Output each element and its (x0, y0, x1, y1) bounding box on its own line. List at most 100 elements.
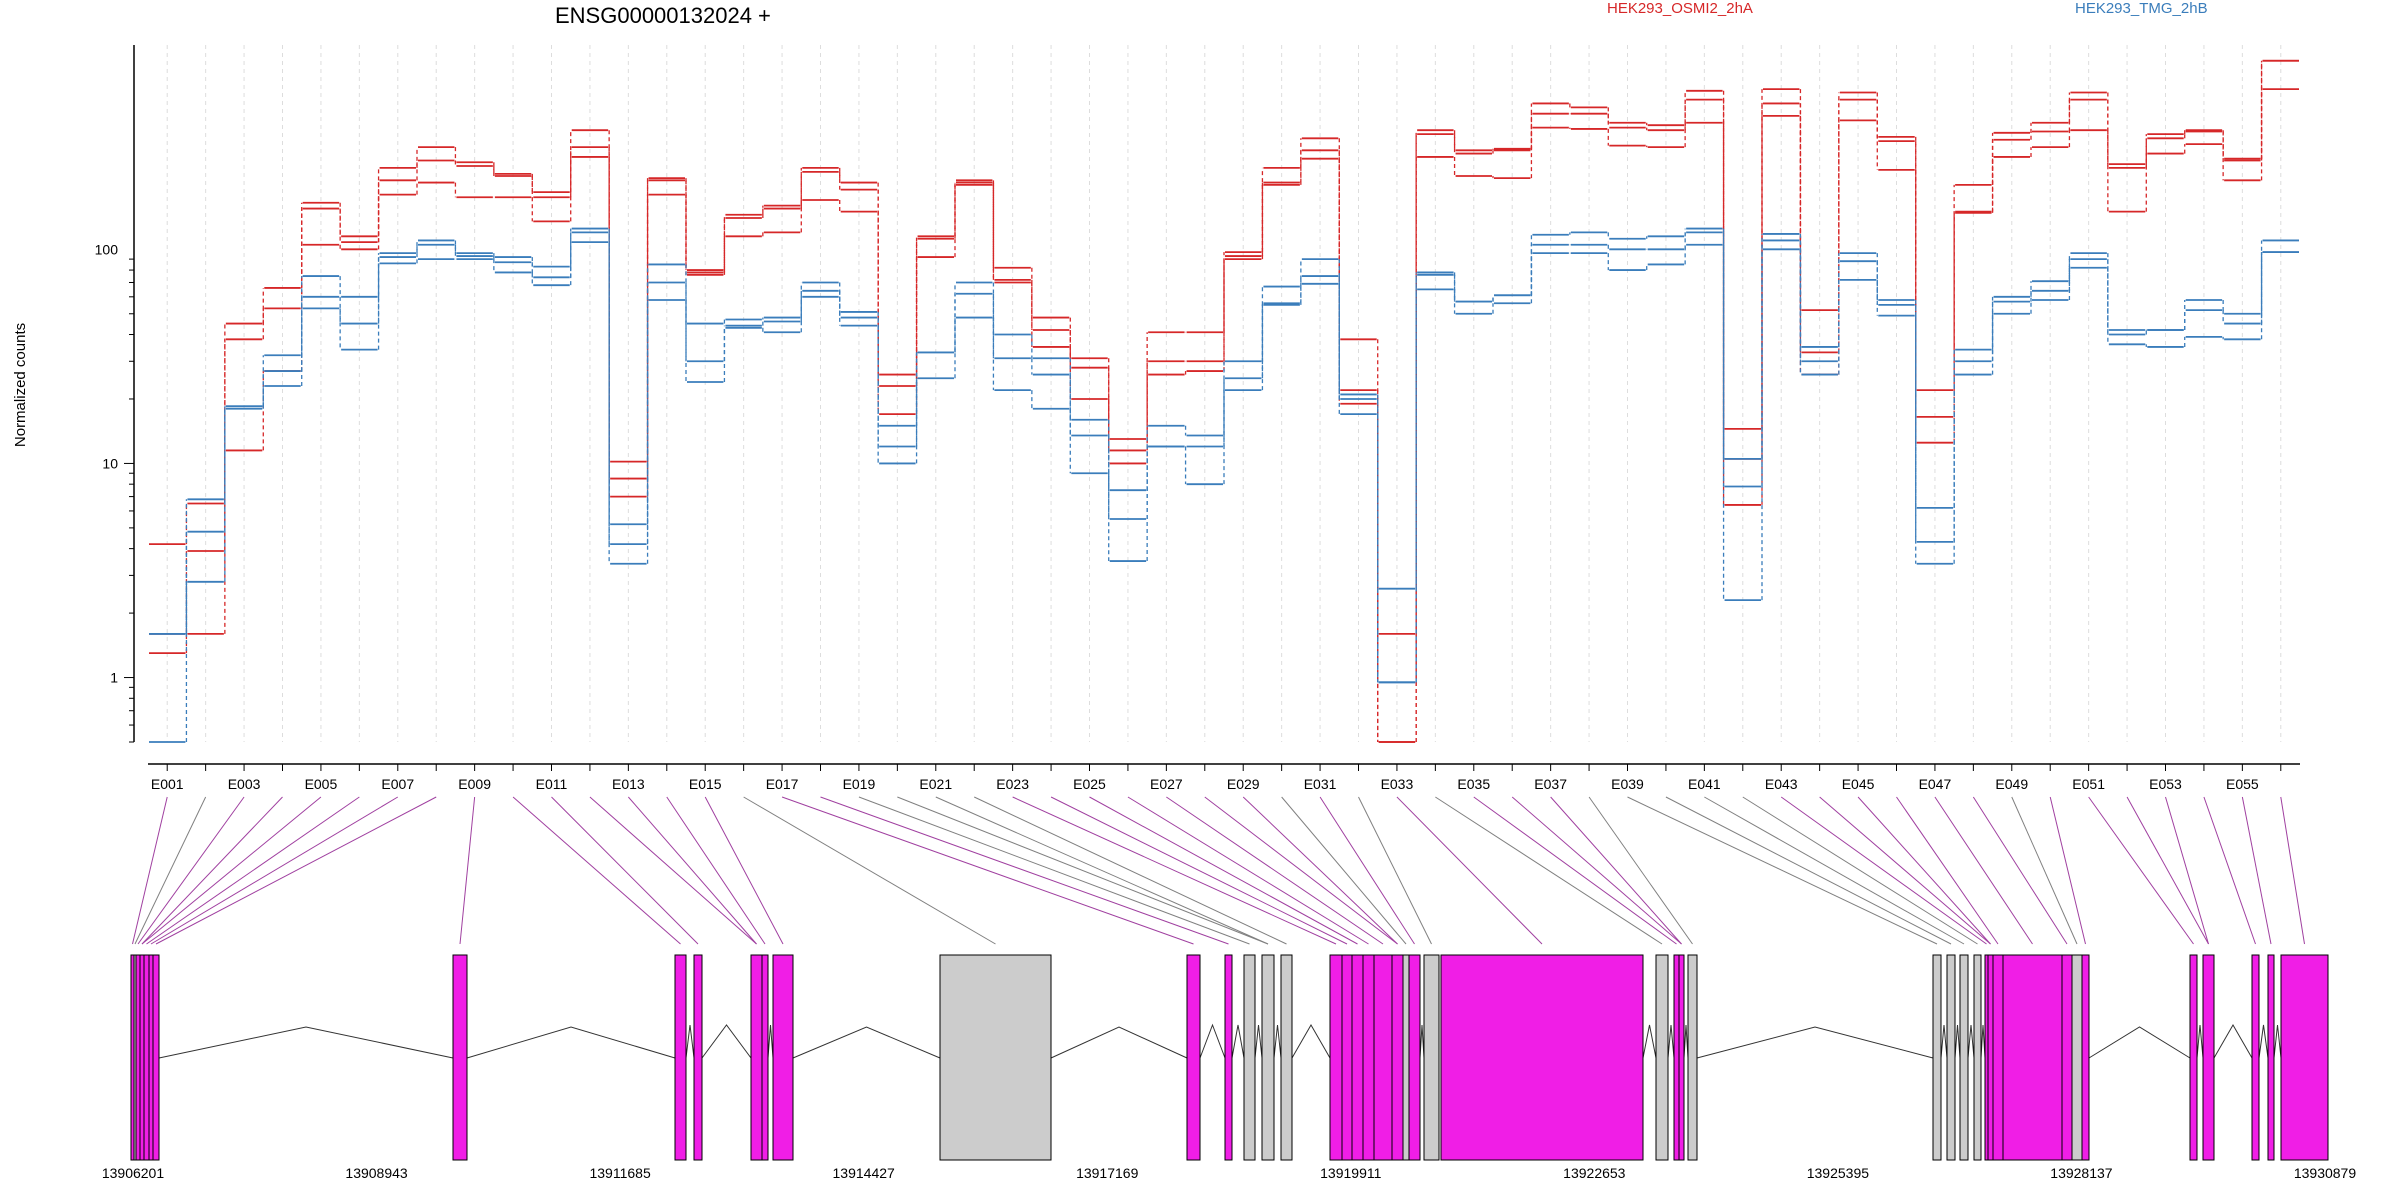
intron-line (685, 1024, 695, 1059)
exon-box-tested (148, 954, 154, 1161)
exon-box-tested (693, 954, 703, 1161)
connector-e034 (1435, 796, 1663, 945)
x-tick-label-e041: E041 (1688, 776, 1721, 792)
exon-box-tested (2061, 954, 2073, 1161)
exon-box-tested (135, 954, 141, 1161)
intron-line (1667, 1024, 1675, 1059)
intron-line (466, 1026, 676, 1059)
connector-e051 (2088, 796, 2194, 945)
exon-box-tested (1329, 954, 1343, 1161)
gene-model: 13906201 13908943 13911685 13914427 13917169… (102, 954, 2357, 1181)
intron-line (701, 1024, 752, 1059)
x-tick-label-e013: E013 (612, 776, 645, 792)
exon-box-tested (139, 954, 145, 1161)
genomic-coordinate-label: 13922653 (1563, 1165, 1626, 1181)
intron-line (1291, 1023, 1331, 1059)
genomic-coordinate-label: 13930879 (2294, 1165, 2357, 1181)
intron-line (158, 1026, 454, 1059)
exon-box-tested (2202, 954, 2215, 1161)
exon-box-tested (2267, 954, 2275, 1161)
intron-line (1199, 1023, 1226, 1059)
x-tick-label-e023: E023 (996, 776, 1029, 792)
intron-line (2088, 1026, 2191, 1059)
exon-box-untested (1243, 954, 1256, 1161)
connector-e020 (897, 796, 1269, 945)
legend-entry-osmi2: HEK293_OSMI2_2hA (1607, 0, 1753, 17)
exon-box-untested (1655, 954, 1669, 1161)
connector-e007 (150, 796, 399, 945)
exon-box-untested (2071, 954, 2083, 1161)
exon-box-tested (1673, 954, 1680, 1161)
connector-e012 (589, 796, 757, 945)
exon-box-tested (143, 954, 150, 1161)
connector-e036 (1511, 796, 1682, 945)
connector-e041 (1704, 796, 1965, 945)
x-tick-label-e047: E047 (1919, 776, 1952, 792)
exon-box-untested (939, 954, 1052, 1161)
exon-box-tested (1992, 954, 2004, 1161)
exon-box-tested (1440, 954, 1644, 1161)
connector-e001 (132, 796, 168, 945)
exon-box-tested (750, 954, 763, 1161)
y-tick-label: 100 (95, 241, 119, 257)
exon-box-untested (1973, 954, 1982, 1161)
connector-e013 (627, 796, 757, 945)
connector-e009 (459, 796, 476, 945)
exon-box-tested (1224, 954, 1233, 1161)
exon-box-untested (1959, 954, 1969, 1161)
x-tick-label-e035: E035 (1457, 776, 1490, 792)
y-tick-label: 1 (110, 670, 118, 686)
x-tick-label-e009: E009 (458, 776, 491, 792)
x-tick-label-e015: E015 (689, 776, 722, 792)
intron-line (2273, 1024, 2282, 1059)
series-6 (149, 241, 2299, 743)
x-tick-label-e019: E019 (843, 776, 876, 792)
intron-line (792, 1026, 941, 1059)
axes: 1 10 100 E001 E003 E005 E007 E009 E011 E013 E015 E0… (95, 45, 2300, 792)
connector-e037 (1550, 796, 1682, 945)
x-tick-label-e043: E043 (1765, 776, 1798, 792)
exon-box-tested (1678, 954, 1685, 1161)
exon-box-tested (1987, 954, 1994, 1161)
connector-e019 (858, 796, 1250, 945)
x-tick-label-e001: E001 (151, 776, 184, 792)
connector-e048 (1972, 796, 2068, 945)
connector-e029 (1242, 796, 1398, 945)
x-tick-label-e055: E055 (2226, 776, 2259, 792)
intron-line (2213, 1023, 2253, 1059)
exon-box-untested (1946, 954, 1956, 1161)
chart-title: ENSG00000132024 + (555, 3, 771, 28)
x-tick-label-e003: E003 (228, 776, 261, 792)
connector-e033 (1396, 796, 1543, 945)
connector-e016 (743, 796, 996, 945)
intron-line (2196, 1024, 2204, 1059)
connector-e005 (141, 796, 322, 945)
connector-e047 (1934, 796, 2033, 945)
x-tick-label-e007: E007 (381, 776, 414, 792)
genomic-coordinate-label: 13917169 (1076, 1165, 1139, 1181)
exon-box-untested (1932, 954, 1942, 1161)
connector-e044 (1819, 796, 1991, 945)
intron-line (1273, 1024, 1282, 1059)
connector-e053 (2165, 796, 2209, 945)
intron-line (1419, 1024, 1425, 1059)
genomic-coordinate-label: 13911685 (589, 1165, 650, 1181)
x-tick-label-e005: E005 (305, 776, 338, 792)
intron-line (1050, 1026, 1188, 1059)
connector-e050 (2049, 796, 2086, 945)
connector-e022 (974, 796, 1287, 945)
exon-box-tested (2280, 954, 2329, 1161)
exon-box-tested (1408, 954, 1421, 1161)
connector-e052 (2126, 796, 2209, 945)
exon-box-tested (1186, 954, 1201, 1161)
exon-box-untested (1423, 954, 1440, 1161)
connector-e027 (1166, 796, 1384, 945)
genomic-coordinate-label: 13906201 (102, 1165, 165, 1181)
genomic-coordinate-label: 13908943 (345, 1165, 408, 1181)
connector-e038 (1588, 796, 1693, 945)
connector-e039 (1627, 796, 1938, 945)
intron-line (1642, 1024, 1657, 1059)
x-tick-label-e051: E051 (2072, 776, 2105, 792)
exon-box-tested (1373, 954, 1393, 1161)
